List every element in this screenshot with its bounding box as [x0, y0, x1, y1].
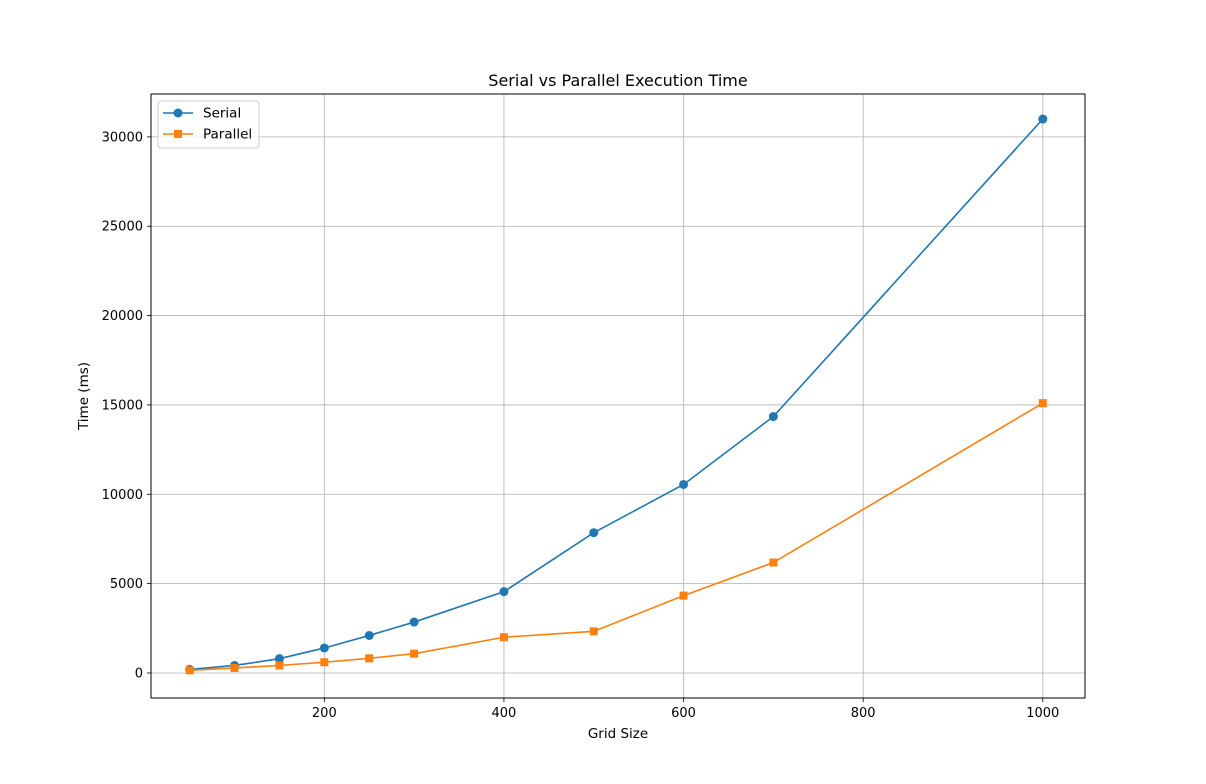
data-point-serial — [274, 654, 284, 664]
y-axis-label: Time (ms) — [76, 362, 92, 431]
data-point-serial — [364, 630, 374, 640]
data-point-parallel — [320, 658, 329, 667]
y-tick-label: 25000 — [102, 220, 143, 235]
legend-marker-parallel — [174, 130, 182, 138]
legend: Serial Parallel — [157, 100, 260, 149]
data-point-serial — [679, 479, 689, 489]
x-tick-label: 200 — [312, 706, 337, 721]
data-point-serial — [499, 587, 509, 597]
ticks: 200 400 600 800 1000050001000015000200002500… — [102, 130, 1060, 721]
data-point-parallel — [769, 558, 778, 567]
x-tick-label: 1000 — [1026, 706, 1059, 721]
data-point-parallel — [185, 666, 194, 675]
y-tick-label: 15000 — [102, 398, 143, 413]
data-point-serial — [319, 643, 329, 653]
data-point-parallel — [1038, 399, 1047, 408]
y-tick-label: 30000 — [102, 130, 143, 145]
x-tick-label: 400 — [492, 706, 517, 721]
gridlines — [151, 94, 1085, 698]
data-point-parallel — [275, 661, 284, 670]
data-point-parallel — [679, 591, 688, 600]
data-point-parallel — [230, 663, 239, 672]
legend-marker-serial — [173, 108, 183, 118]
y-tick-label: 10000 — [102, 488, 143, 503]
data-point-parallel — [410, 649, 419, 658]
y-tick-label: 0 — [135, 666, 143, 681]
legend-label-serial: Serial — [203, 106, 241, 122]
data-point-serial — [1038, 114, 1048, 124]
y-tick-label: 20000 — [102, 309, 143, 324]
x-tick-label: 800 — [851, 706, 876, 721]
y-tick-label: 5000 — [110, 577, 143, 592]
data-point-parallel — [365, 654, 374, 663]
x-tick-label: 600 — [671, 706, 696, 721]
chart-title: Serial vs Parallel Execution Time — [488, 71, 747, 90]
data-point-parallel — [499, 633, 508, 642]
series-layer — [185, 114, 1048, 675]
data-point-serial — [768, 412, 778, 422]
plot-frame — [150, 93, 1086, 699]
data-point-serial — [589, 528, 599, 538]
data-point-serial — [409, 617, 419, 627]
x-axis-label: Grid Size — [588, 726, 648, 742]
data-point-parallel — [589, 627, 598, 636]
legend-label-parallel: Parallel — [203, 127, 252, 143]
